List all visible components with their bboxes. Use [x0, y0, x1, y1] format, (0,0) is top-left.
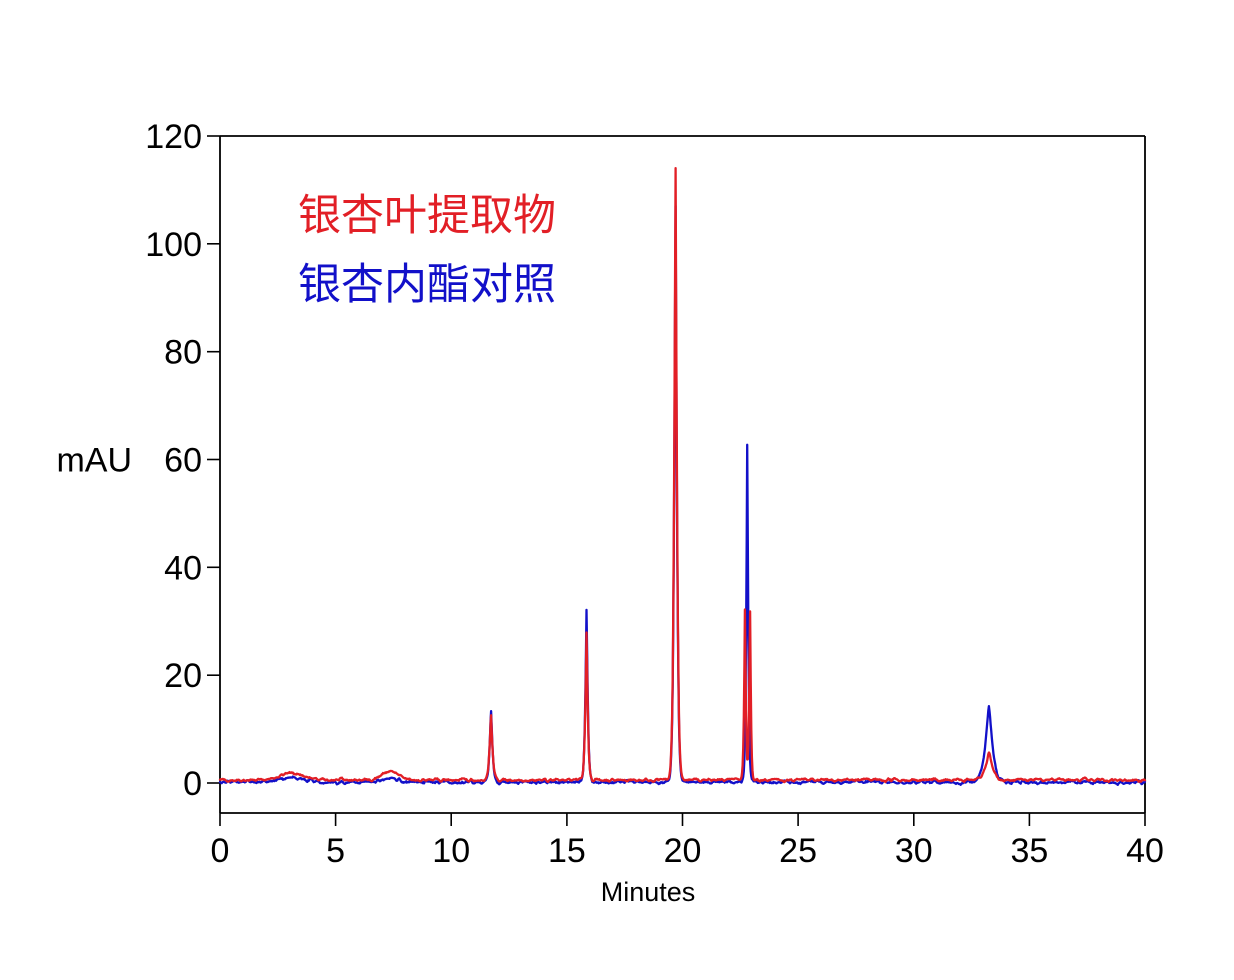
svg-text:20: 20 [664, 832, 702, 870]
svg-text:120: 120 [145, 118, 202, 156]
svg-text:银杏叶提取物: 银杏叶提取物 [298, 193, 556, 240]
svg-text:40: 40 [164, 549, 202, 587]
svg-text:25: 25 [779, 832, 817, 870]
svg-text:10: 10 [432, 832, 470, 870]
svg-text:mAU: mAU [56, 442, 132, 480]
svg-text:80: 80 [164, 334, 202, 372]
svg-text:5: 5 [326, 832, 345, 870]
svg-text:40: 40 [1126, 832, 1164, 870]
svg-text:Minutes: Minutes [601, 877, 696, 907]
svg-text:0: 0 [183, 765, 202, 803]
svg-text:30: 30 [895, 832, 933, 870]
svg-text:20: 20 [164, 657, 202, 695]
svg-text:银杏内酯对照: 银杏内酯对照 [298, 262, 556, 309]
svg-text:35: 35 [1010, 832, 1048, 870]
svg-text:0: 0 [211, 832, 230, 870]
svg-text:60: 60 [164, 442, 202, 480]
svg-text:100: 100 [145, 226, 202, 264]
svg-text:15: 15 [548, 832, 586, 870]
